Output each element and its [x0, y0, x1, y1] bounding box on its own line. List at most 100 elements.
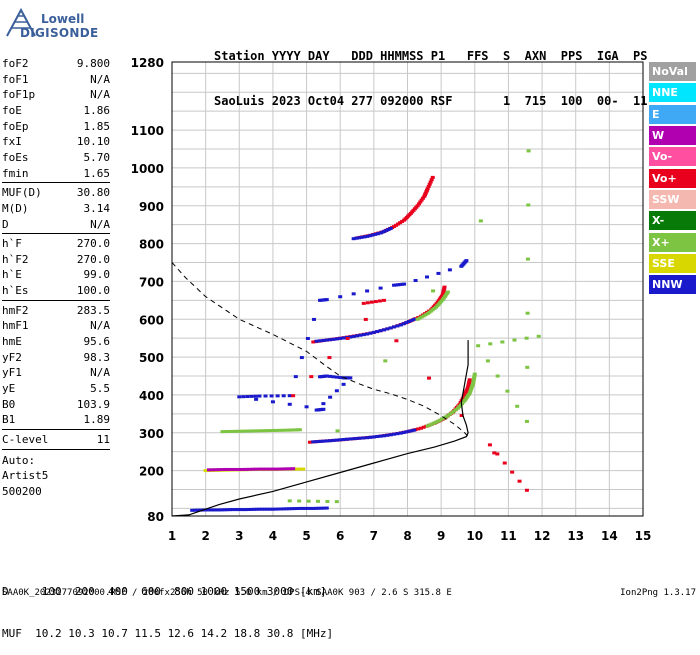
echo-point	[338, 336, 343, 340]
echo-point	[400, 282, 405, 286]
echo-point	[447, 268, 452, 272]
param-row: yF1 N/A	[2, 365, 110, 381]
logo-line2: DIGISONDE	[20, 26, 99, 40]
param-row: foF1 N/A	[2, 72, 110, 88]
legend-item-w: W	[649, 126, 696, 146]
x-tick-label: 2	[201, 529, 209, 543]
echo-point	[388, 226, 393, 230]
echo-point	[466, 384, 471, 388]
echo-point	[467, 378, 472, 382]
echo-point	[192, 508, 197, 512]
param-name: C-level	[2, 432, 49, 446]
echo-point	[409, 429, 414, 433]
echo-point	[440, 293, 445, 297]
echo-point	[392, 325, 397, 329]
echo-point	[262, 507, 267, 511]
echo-point	[375, 232, 380, 236]
echo-point	[434, 305, 439, 309]
echo-point	[472, 376, 477, 380]
echo-point	[338, 376, 343, 380]
echo-point	[324, 506, 329, 510]
echo-point	[536, 334, 541, 338]
legend-item-sse: SSE	[649, 254, 696, 274]
echo-point	[478, 219, 483, 223]
echo-point	[455, 406, 460, 410]
legend-item-nnw: NNW	[649, 275, 696, 295]
echo-point	[277, 467, 282, 471]
echo-point	[328, 338, 333, 342]
param-row: h`E 99.0	[2, 267, 110, 283]
echo-point	[388, 433, 393, 437]
echo-point	[270, 428, 275, 432]
param-separator	[2, 233, 110, 235]
echo-point	[316, 506, 321, 510]
echo-point	[469, 385, 474, 389]
param-value: 270.0	[76, 252, 110, 266]
echo-point	[467, 381, 472, 385]
echo-point	[225, 508, 230, 512]
x-tick-label: 8	[403, 529, 411, 543]
echo-point	[284, 467, 289, 471]
echo-point	[297, 499, 302, 503]
echo-point	[500, 340, 505, 344]
param-value: 103.9	[76, 397, 110, 411]
echo-point	[461, 400, 466, 404]
echo-point	[237, 467, 242, 471]
echo-point	[382, 229, 387, 233]
echo-point	[274, 428, 279, 432]
echo-point	[392, 225, 397, 229]
echo-point	[351, 237, 356, 241]
echo-point	[348, 437, 353, 441]
echo-point	[284, 507, 289, 511]
echo-point	[488, 342, 493, 346]
param-name: foEs	[2, 150, 29, 164]
y-tick-label: 1000	[131, 162, 164, 176]
echo-point	[425, 188, 430, 192]
echo-point	[341, 438, 346, 442]
echo-point	[398, 323, 403, 327]
echo-point	[416, 202, 421, 206]
echo-point	[398, 431, 403, 435]
echo-point	[321, 439, 326, 443]
muf-distance-table: D 100 200 400 600 800 1000 1500 3000 [km…	[2, 557, 333, 655]
param-name: B1	[2, 413, 16, 427]
echo-point	[429, 178, 434, 182]
param-value: 3.14	[83, 201, 111, 215]
echo-point	[268, 507, 273, 511]
echo-point	[355, 334, 360, 338]
echo-point	[195, 508, 200, 512]
param-name: M(D)	[2, 201, 29, 215]
y-tick-label: 900	[139, 200, 164, 214]
param-value: 270.0	[76, 237, 110, 251]
echo-point	[408, 211, 413, 215]
echo-point	[416, 427, 421, 431]
echo-point	[419, 198, 424, 202]
param-name: hmF1	[2, 319, 29, 333]
echo-point	[378, 329, 383, 333]
param-name: D	[2, 217, 9, 231]
echo-point	[404, 321, 409, 325]
echo-point	[418, 200, 423, 204]
echo-point	[449, 411, 454, 415]
param-value: N/A	[90, 72, 110, 86]
echo-point	[375, 435, 380, 439]
echo-point	[246, 507, 251, 511]
header-row2: SaoLuis 2023 Oct04 277 092000 RSF 1 715 …	[214, 94, 648, 108]
echo-point	[270, 467, 275, 471]
echo-point	[385, 433, 390, 437]
echo-point	[465, 387, 470, 391]
echo-point	[466, 393, 471, 397]
auto-scaling-info: 500200	[2, 484, 42, 498]
echo-point	[331, 375, 336, 379]
echo-point	[230, 508, 235, 512]
echo-point	[396, 283, 401, 287]
param-name: foEp	[2, 119, 29, 133]
y-tick-label: 600	[139, 313, 164, 327]
echo-point	[441, 288, 446, 292]
param-value: 10.10	[76, 135, 110, 149]
echo-point	[287, 394, 292, 398]
echo-point	[439, 299, 444, 303]
echo-point	[307, 440, 312, 444]
ionogram-chart: 1 2 3 4 5 6 7 8 9 10 11 12 13 14 158020030040050060070…	[131, 56, 652, 543]
param-name: yF1	[2, 366, 22, 380]
